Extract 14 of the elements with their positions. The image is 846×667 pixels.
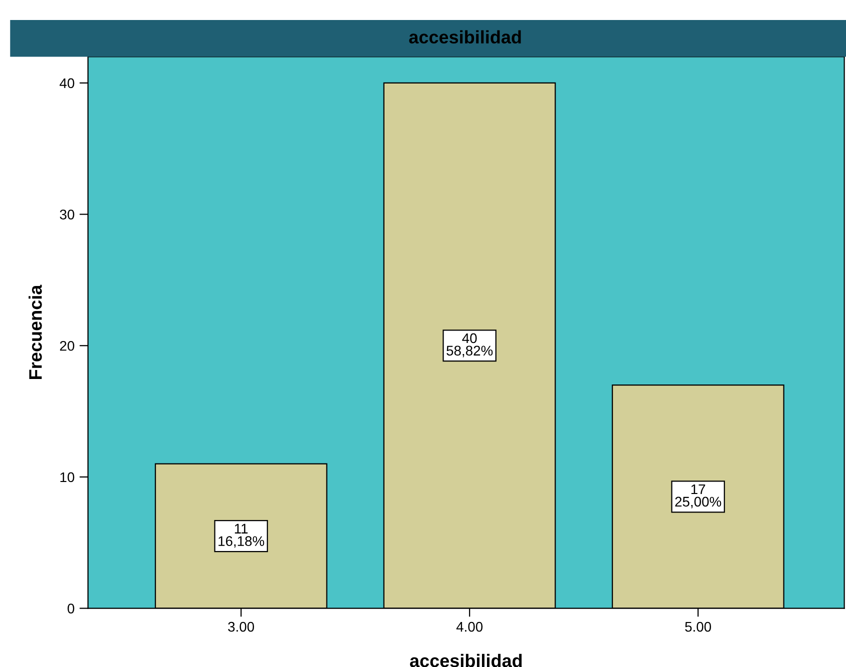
data-label: 11 16,18% bbox=[218, 524, 264, 548]
y-tick-label: 30 bbox=[60, 210, 74, 220]
x-tick-label: 5.00 bbox=[685, 622, 712, 632]
y-axis-title: Frecuencia bbox=[28, 284, 42, 379]
data-label: 17 25,00% bbox=[675, 484, 722, 508]
x-tick-label: 4.00 bbox=[456, 622, 483, 632]
y-tick-label: 20 bbox=[60, 340, 74, 351]
y-tick-label: 10 bbox=[60, 472, 74, 482]
x-tick-label: 3.00 bbox=[228, 622, 254, 632]
y-tick-label: 40 bbox=[60, 78, 74, 88]
x-axis-title: accesibilidad bbox=[410, 654, 522, 667]
y-tick-label: 0 bbox=[68, 604, 74, 614]
data-label: 40 58,82% bbox=[446, 333, 493, 358]
chart-title: accesibilidad bbox=[409, 30, 521, 44]
